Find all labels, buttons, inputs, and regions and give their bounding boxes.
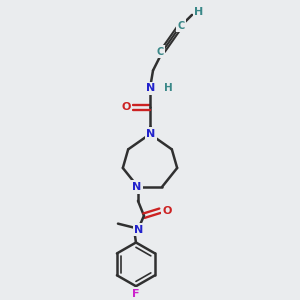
Text: N: N bbox=[134, 225, 144, 235]
Text: N: N bbox=[146, 129, 156, 139]
Text: C: C bbox=[156, 46, 164, 57]
Text: O: O bbox=[162, 206, 172, 216]
Text: H: H bbox=[164, 83, 172, 93]
Text: O: O bbox=[121, 102, 131, 112]
Text: F: F bbox=[132, 289, 140, 299]
Text: N: N bbox=[132, 182, 142, 192]
Text: C: C bbox=[177, 21, 184, 31]
Text: H: H bbox=[194, 7, 204, 17]
Text: N: N bbox=[146, 83, 156, 93]
